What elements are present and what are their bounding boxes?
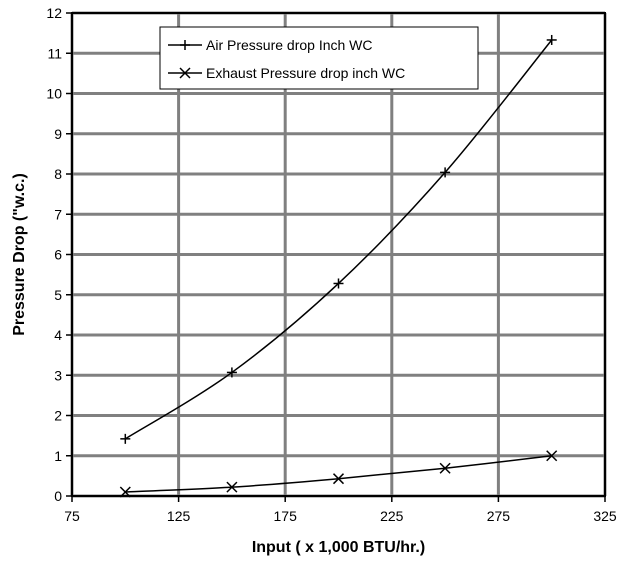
legend-label: Air Pressure drop Inch WC [206, 37, 373, 53]
y-tick-label: 9 [54, 126, 62, 142]
legend-label: Exhaust Pressure drop inch WC [206, 65, 405, 81]
x-tick-label: 325 [593, 508, 617, 524]
y-tick-label: 10 [46, 86, 62, 102]
y-tick-label: 7 [54, 206, 62, 222]
series-2 [119, 450, 558, 498]
x-tick-label: 225 [380, 508, 404, 524]
x-tick-label: 175 [274, 508, 298, 524]
y-tick-label: 6 [54, 247, 62, 263]
y-tick-label: 0 [54, 488, 62, 504]
legend: Air Pressure drop Inch WC Exhaust Pressur… [159, 26, 479, 90]
y-tick-label: 2 [54, 408, 62, 424]
y-tick-label: 12 [46, 5, 62, 21]
x-tick-label: 275 [487, 508, 511, 524]
x-marker [119, 486, 131, 498]
series-line [124, 39, 553, 440]
y-tick-label: 3 [54, 367, 62, 383]
x-marker [226, 481, 238, 493]
legend-item: Exhaust Pressure drop inch WC [168, 65, 405, 81]
series-1 [120, 34, 557, 444]
y-tick-label: 1 [54, 448, 62, 464]
legend-box [159, 26, 479, 90]
y-axis-title: Pressure Drop ("w.c.) [11, 173, 28, 336]
y-tick-label: 5 [54, 287, 62, 303]
series-lines [119, 34, 558, 498]
x-marker [546, 450, 558, 462]
x-tick-label: 75 [64, 508, 80, 524]
series-line [125, 455, 552, 493]
x-axis-title: Input ( x 1,000 BTU/hr.) [252, 539, 425, 556]
legend-marker [179, 67, 191, 79]
y-tick-label: 11 [47, 45, 62, 61]
legend-item: Air Pressure drop Inch WC [168, 37, 373, 53]
y-tick-label: 4 [54, 327, 62, 343]
x-tick-label: 125 [167, 508, 191, 524]
y-tick-label: 8 [54, 166, 62, 182]
x-marker [439, 462, 451, 474]
x-marker [332, 473, 345, 485]
